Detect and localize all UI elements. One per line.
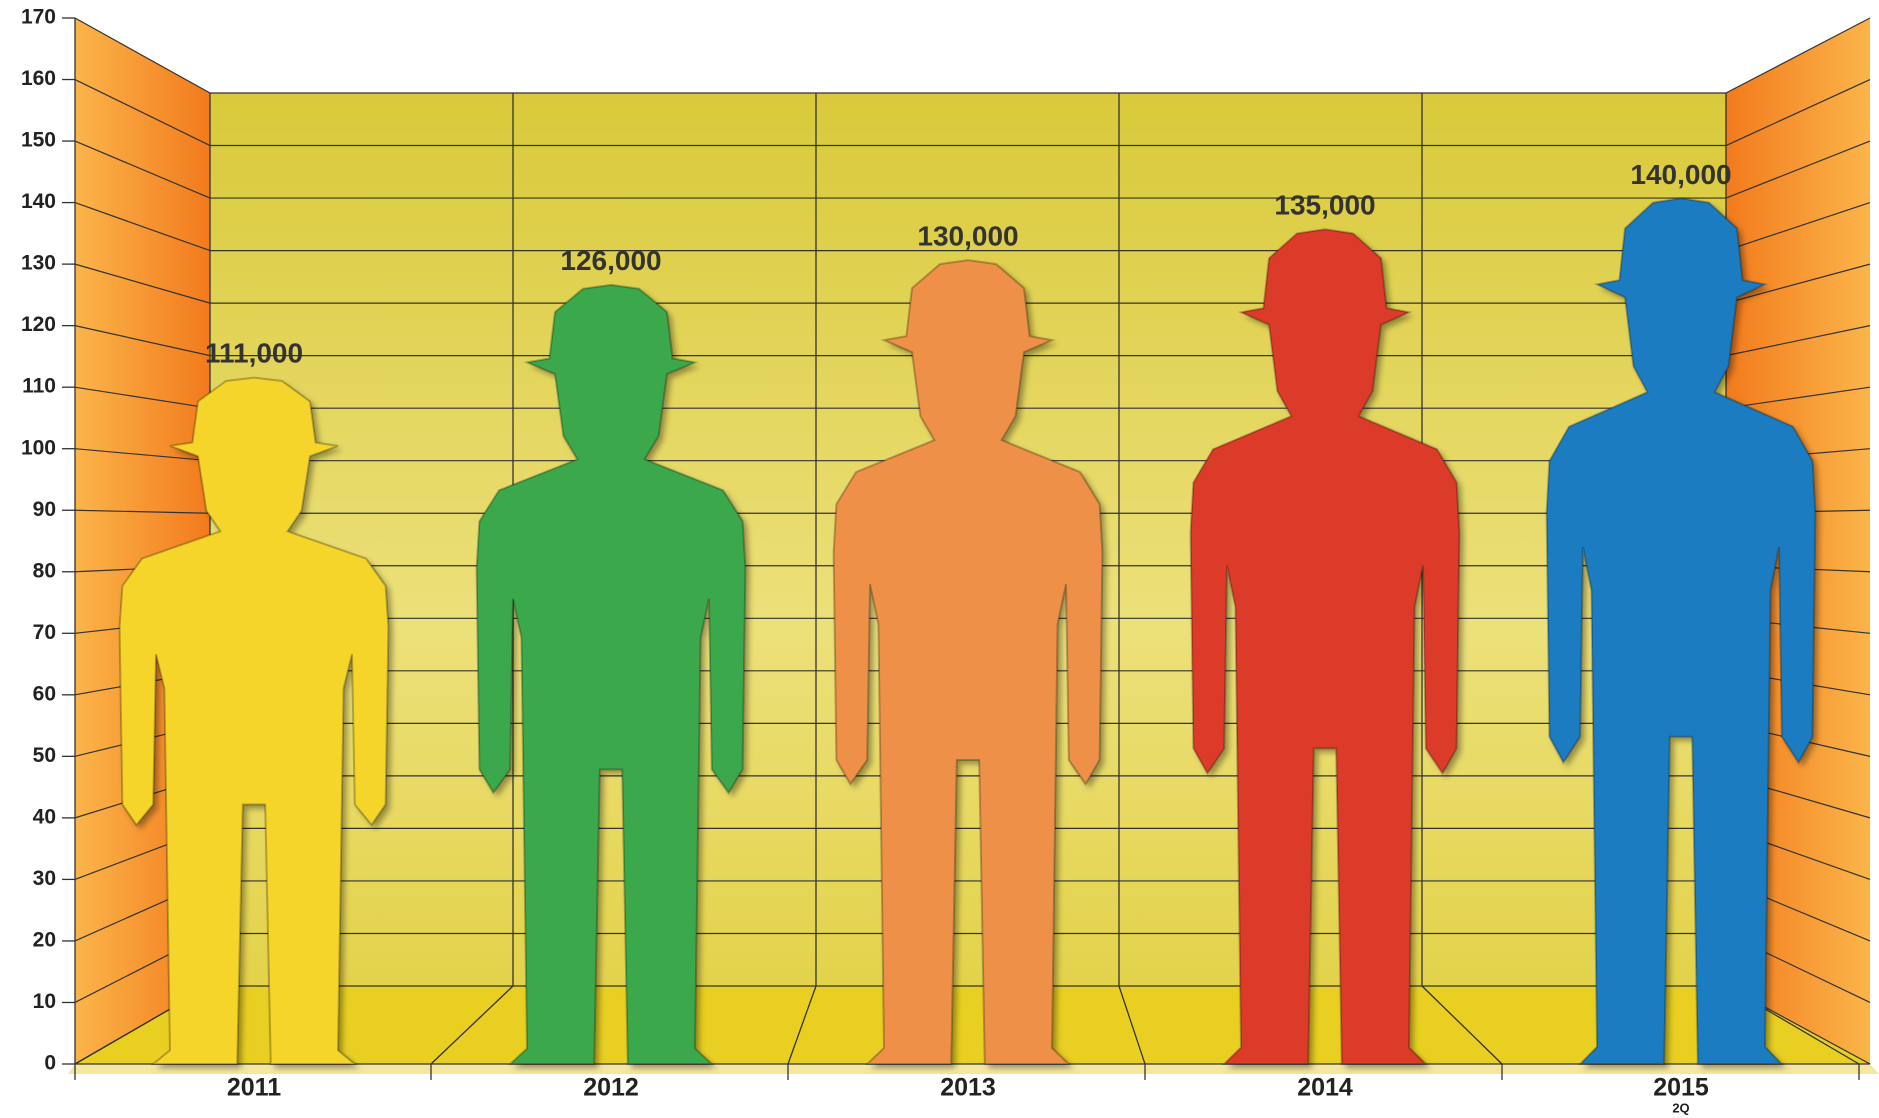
y-tick-label: 70 [33,621,56,644]
y-tick-label: 10 [33,990,56,1013]
value-label: 130,000 [917,221,1018,252]
value-label: 140,000 [1630,159,1731,190]
x-tick-label: 2015 [1653,1074,1709,1102]
x-tick-label: 2011 [227,1074,281,1102]
y-tick-label: 110 [22,375,56,398]
y-tick-label: 90 [33,498,56,521]
x-tick-label: 2014 [1297,1074,1353,1102]
y-tick-label: 130 [21,252,56,275]
floor-edge [68,1064,1879,1074]
y-tick-label: 20 [33,928,56,951]
x-tick-label: 2012 [583,1074,639,1102]
value-label: 126,000 [560,245,661,276]
chart: 0 10 20 30 40 50 60 70 80 90 100 110 120 130 140 150 160… [0,0,1879,1118]
y-tick-label: 170 [21,6,56,29]
y-tick-label: 0 [44,1052,56,1075]
y-tick-label: 80 [33,559,56,582]
y-tick-label: 100 [21,436,56,459]
y-tick-label: 50 [33,744,56,767]
x-tick-label: 2013 [940,1074,996,1102]
y-tick-label: 60 [33,682,56,705]
y-tick-label: 140 [21,190,56,213]
y-tick-label: 40 [33,805,56,828]
y-tick-label: 150 [21,129,56,152]
value-label: 135,000 [1274,190,1375,221]
x-tick-sublabel: 2Q [1672,1100,1689,1115]
y-tick-label: 30 [33,867,56,890]
value-label: 111,000 [205,337,303,368]
y-tick-label: 160 [21,67,56,90]
y-tick-label: 120 [21,313,56,336]
